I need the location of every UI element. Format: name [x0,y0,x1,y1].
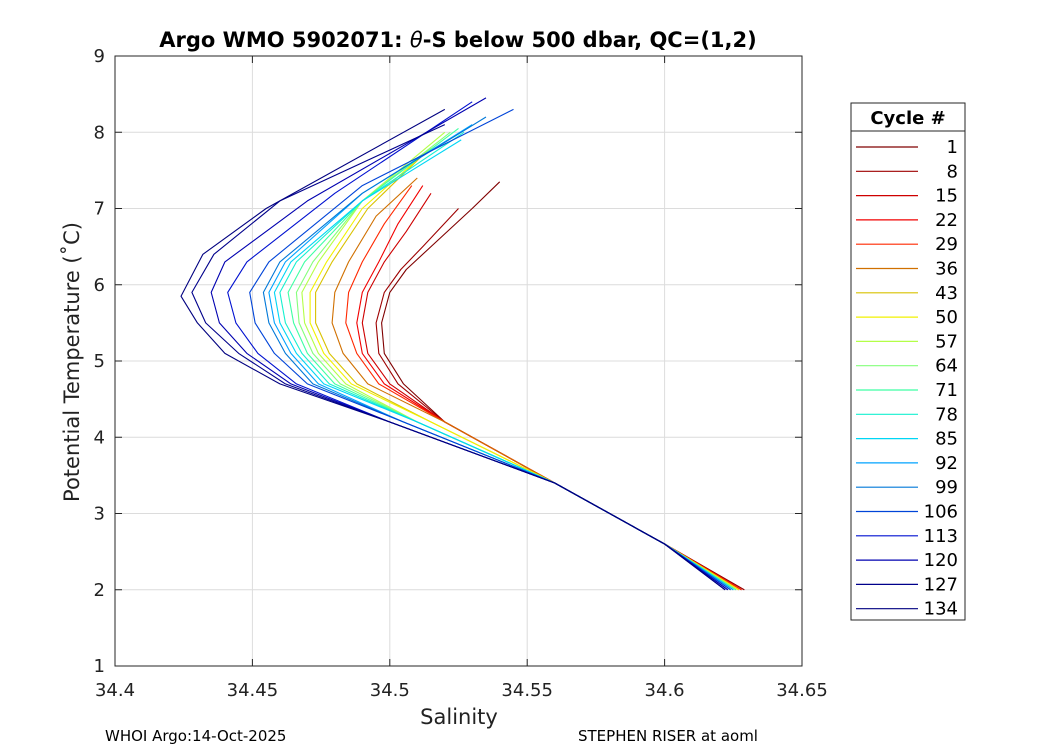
legend-label: 113 [924,526,958,547]
ticks [114,55,803,667]
y-tick-label: 2 [94,580,105,601]
legend-title: Cycle # [870,108,945,129]
legend: Cycle # 18152229364350576471788592991061… [850,102,966,621]
legend-label: 50 [935,307,958,328]
y-tick-label: 5 [94,351,105,372]
legend-label: 127 [924,574,958,595]
legend-label: 78 [935,404,958,425]
x-tick-label: 34.6 [645,680,685,701]
x-tick-label: 34.4 [95,680,135,701]
x-tick-label: 34.65 [776,680,828,701]
chart-title-prefix: Argo WMO 5902071: [159,28,410,52]
chart-title-suffix: -S below 500 dbar, QC=(1,2) [423,28,757,52]
y-tick-label: 7 [94,199,105,220]
series-line-cycle-134 [180,108,726,591]
legend-label: 106 [924,502,958,523]
x-tick-label: 34.45 [227,680,279,701]
legend-label: 22 [935,210,958,231]
legend-label: 92 [935,453,958,474]
y-tick-label: 9 [94,46,105,67]
legend-label: 71 [935,380,958,401]
legend-label: 134 [924,599,958,620]
legend-label: 57 [935,331,958,352]
chart-title: Argo WMO 5902071: θ-S below 500 dbar, QC… [159,28,756,52]
y-tick-label: 6 [94,275,105,296]
legend-label: 15 [935,186,958,207]
legend-box [850,102,966,621]
y-tick-label: 8 [94,122,105,143]
x-tick-label: 34.5 [370,680,410,701]
plot-clip [180,97,745,591]
legend-label: 36 [935,259,958,280]
x-tick-label: 34.55 [501,680,553,701]
x-tick-labels: 34.4 34.45 34.5 34.55 34.6 34.65 [95,680,828,701]
legend-label: 43 [935,283,958,304]
legend-label: 1 [947,137,958,158]
footer-right: STEPHEN RISER at aoml [578,727,758,745]
y-tick-label: 4 [94,427,105,448]
y-tick-label: 3 [94,504,105,525]
legend-label: 29 [935,234,958,255]
series-lines [180,97,745,591]
chart-title-theta: θ [410,28,423,52]
legend-label: 64 [935,356,958,377]
legend-entries: 1 8 15 22 29 36 43 50 57 64 71 78 85 92 99 106 113 120 127… [856,137,958,620]
legend-label: 85 [935,429,958,450]
y-axis-label: Potential Temperature (˚C) [60,222,84,502]
y-tick-label: 1 [94,656,105,677]
x-axis-label: Salinity [420,705,498,729]
footer-left: WHOI Argo:14-Oct-2025 [105,727,286,745]
legend-label: 8 [947,161,958,182]
y-tick-labels: 1 2 3 4 5 6 7 8 9 [94,46,105,677]
legend-label: 99 [935,477,958,498]
legend-label: 120 [924,550,958,571]
